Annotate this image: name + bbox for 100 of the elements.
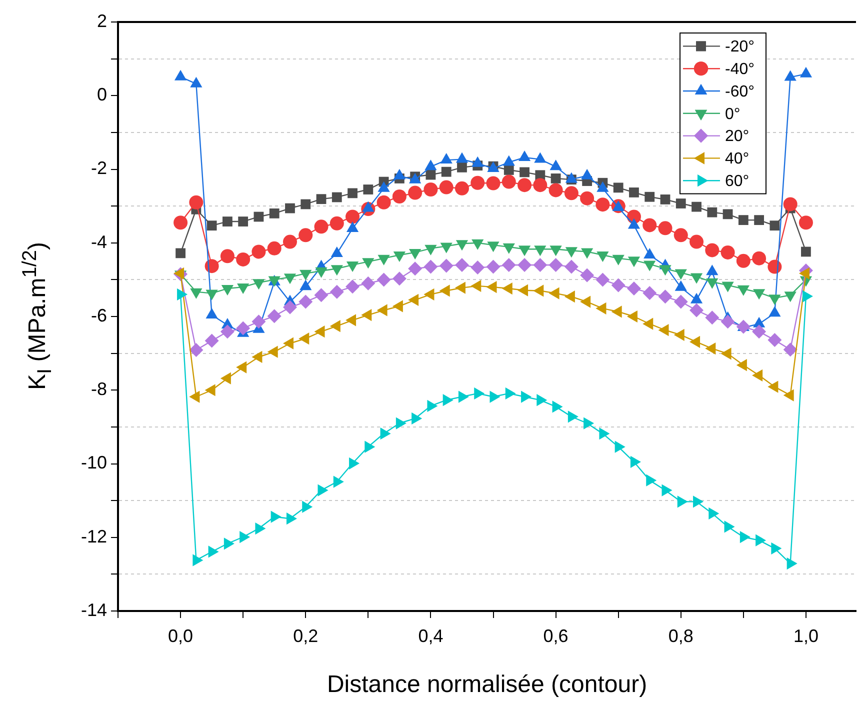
point [660, 194, 670, 204]
point [783, 342, 798, 357]
point [424, 260, 438, 274]
point [457, 162, 467, 172]
point [676, 198, 686, 208]
point [548, 183, 563, 198]
point [611, 278, 626, 292]
y-tick-label: -2 [90, 158, 107, 178]
point [282, 300, 297, 314]
point [674, 228, 688, 242]
point [692, 202, 702, 212]
point [376, 272, 391, 287]
point [298, 228, 313, 242]
point [642, 218, 657, 232]
point [550, 174, 561, 184]
point [204, 259, 219, 274]
point [285, 203, 295, 214]
point [316, 194, 326, 204]
point [440, 153, 452, 164]
x-tick-label: 0,2 [293, 626, 318, 646]
point [690, 303, 704, 318]
point [722, 209, 733, 220]
y-tick-label: 0 [96, 84, 107, 105]
y-tick-label: -14 [80, 600, 107, 620]
legend-label: -20° [725, 38, 755, 56]
point [424, 182, 438, 196]
x-tick-label: 1,0 [793, 626, 818, 646]
point [752, 324, 766, 339]
x-tick-label: 0,8 [668, 626, 694, 646]
point [314, 220, 328, 234]
point [629, 187, 639, 198]
y-tick-label: -12 [80, 526, 107, 546]
x-tick-label: 0,4 [418, 626, 444, 646]
point [798, 216, 813, 230]
point [502, 258, 516, 272]
point [426, 170, 436, 180]
point [439, 258, 454, 273]
point [642, 286, 657, 300]
legend-label: -60° [725, 83, 755, 100]
point [768, 260, 782, 274]
point [752, 251, 766, 266]
point [206, 220, 217, 231]
point [236, 321, 250, 336]
point [267, 241, 282, 256]
point [174, 216, 188, 230]
point [408, 262, 422, 276]
point [720, 314, 735, 329]
x-axis-title: Distance normalisée (contour) [326, 671, 648, 698]
point [189, 343, 204, 357]
point [392, 272, 406, 286]
point [486, 260, 500, 274]
point [222, 216, 232, 226]
y-tick-label: -4 [90, 232, 107, 252]
point [441, 166, 452, 177]
y-tick-label: 2 [96, 10, 107, 31]
point [518, 258, 532, 272]
point [504, 165, 514, 175]
x-tick-label: 0,0 [168, 626, 194, 646]
point [346, 210, 360, 224]
point [502, 174, 516, 189]
point [220, 249, 234, 264]
point [564, 186, 578, 200]
legend-label: 0° [725, 106, 740, 123]
point [332, 192, 342, 202]
point [580, 268, 594, 282]
point [644, 192, 655, 202]
y-tick-label: -6 [90, 305, 107, 326]
point [644, 248, 656, 259]
point [754, 215, 764, 225]
legend-label: -40° [725, 61, 755, 78]
point [768, 333, 782, 348]
point [330, 246, 343, 258]
point [346, 280, 360, 294]
point [613, 182, 624, 193]
point [518, 178, 532, 192]
point [376, 195, 391, 210]
point [596, 198, 610, 212]
point [439, 180, 454, 194]
point [658, 290, 672, 304]
point [330, 284, 344, 299]
point [454, 181, 469, 196]
point [408, 186, 422, 200]
point [346, 222, 359, 232]
point [486, 176, 500, 190]
point [596, 272, 610, 287]
point [564, 260, 578, 274]
legend-label: 60° [725, 173, 750, 190]
point [520, 167, 530, 178]
point [206, 308, 218, 319]
point [348, 188, 358, 198]
point [770, 220, 780, 231]
point [298, 294, 313, 309]
point [720, 245, 735, 260]
point [690, 234, 704, 249]
point [533, 258, 548, 272]
point [736, 254, 750, 268]
point [454, 258, 469, 272]
point [361, 276, 376, 290]
point [189, 195, 204, 210]
point [705, 310, 720, 325]
